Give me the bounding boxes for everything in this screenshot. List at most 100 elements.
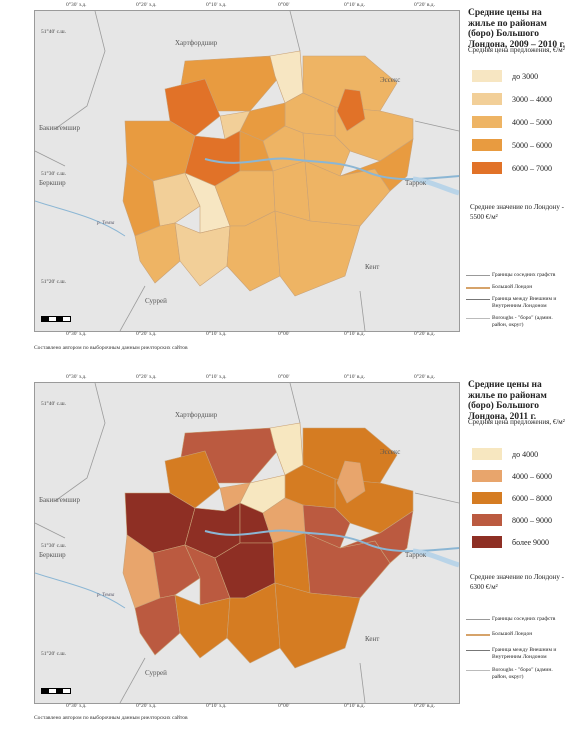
legend-subtitle: Средняя цена предложения, €/м²: [468, 418, 565, 426]
lon-label: 0°10' в.д.: [344, 331, 365, 337]
legend-line-london: [466, 634, 490, 636]
legend-boroughs: Boroughs - "боро" (админ. район, округ): [492, 667, 553, 680]
lat-label: 51°30' с.ш.: [41, 171, 66, 177]
legend-swatch: [472, 70, 502, 82]
lat-label: 51°20' с.ш.: [41, 651, 66, 657]
region-berkshire: Беркшир: [39, 551, 66, 559]
legend-swatch: [472, 116, 502, 128]
region-surrey: Суррей: [145, 669, 167, 677]
lon-label: 0°20' з.д.: [136, 331, 157, 337]
lon-label: 0°10' в.д.: [344, 2, 365, 8]
scale-bar: [41, 316, 71, 322]
legend-label: 8000 – 9000: [512, 516, 552, 525]
legend-line-neighbors: [466, 619, 490, 620]
lon-label: 0°20' з.д.: [136, 703, 157, 709]
region-kent: Кент: [365, 263, 380, 271]
lat-label: 51°20' с.ш.: [41, 279, 66, 285]
map-frame: 51°40' с.ш. 51°30' с.ш. 51°20' с.ш. Харт…: [34, 382, 460, 704]
lon-label: 0°20' в.д.: [414, 703, 435, 709]
lon-label: 0°30' з.д.: [66, 331, 87, 337]
legend-swatch: [472, 139, 502, 151]
legend-greater-london: Большой Лондон: [492, 631, 533, 637]
legend-swatch: [472, 492, 502, 504]
legend-subtitle: Средняя цена предложения, €/м²: [468, 46, 565, 54]
legend-label: 3000 – 4000: [512, 95, 552, 104]
legend-swatch: [472, 448, 502, 460]
thames-west: [35, 572, 126, 609]
legend-neighbors: Границы соседних графств: [492, 616, 556, 622]
lon-label: 0°10' в.д.: [344, 703, 365, 709]
average-value: Среднее значение по Лондону - 5500 €/м²: [470, 203, 564, 221]
legend-greater-london: Большой Лондон: [492, 284, 533, 290]
lon-label: 0°10' з.д.: [206, 374, 227, 380]
thames-river: [204, 157, 459, 181]
source-note: Составлено автором по выборочным данным …: [34, 715, 188, 721]
legend-swatch: [472, 514, 502, 526]
london-map-2009: [35, 11, 459, 331]
lon-label: 0°00': [278, 2, 290, 8]
legend-line-inner-outer: [466, 299, 490, 300]
legend-label: 5000 – 6000: [512, 141, 552, 150]
lon-label: 0°20' в.д.: [414, 331, 435, 337]
thames-west: [35, 200, 126, 237]
lat-label: 51°40' с.ш.: [41, 29, 66, 35]
county-borders: [35, 383, 459, 703]
legend-swatch: [472, 93, 502, 105]
legend-swatch: [472, 536, 502, 548]
lat-label: 51°40' с.ш.: [41, 401, 66, 407]
map-panel-2011: 51°40' с.ш. 51°30' с.ш. 51°20' с.ш. Харт…: [0, 372, 570, 730]
region-surrey: Суррей: [145, 297, 167, 305]
region-hertfordshire: Хартфордшир: [175, 39, 218, 47]
map-frame: 51°40' с.ш. 51°30' с.ш. 51°20' с.ш. Харт…: [34, 10, 460, 332]
region-thurrock: Таррок: [405, 179, 427, 187]
region-essex: Эссекс: [380, 448, 401, 456]
lon-label: 0°10' з.д.: [206, 703, 227, 709]
thames-estuary: [412, 548, 459, 568]
lon-label: 0°30' з.д.: [66, 703, 87, 709]
river-label: р. Темза: [97, 221, 115, 226]
legend-inner-outer: Граница между Внешним и Внутренним Лондо…: [492, 647, 557, 660]
scale-bar: [41, 688, 71, 694]
legend-label: до 4000: [512, 450, 539, 459]
lon-label: 0°20' з.д.: [136, 2, 157, 8]
legend-boroughs: Boroughs - "боро" (админ. район, округ): [492, 315, 553, 328]
lon-label: 0°00': [278, 374, 290, 380]
lon-label: 0°00': [278, 703, 290, 709]
map-panel-2009: 51°40' с.ш. 51°30' с.ш. 51°20' с.ш. Харт…: [0, 0, 570, 362]
legend-neighbors: Границы соседних графств: [492, 272, 556, 278]
lon-label: 0°10' з.д.: [206, 2, 227, 8]
thames-estuary: [412, 176, 459, 196]
map-title: Средние цены на жилье по районам (боро) …: [468, 380, 547, 422]
legend-line-london: [466, 287, 490, 289]
legend-line-boroughs: [466, 318, 490, 319]
lon-label: 0°30' з.д.: [66, 374, 87, 380]
lon-label: 0°10' з.д.: [206, 331, 227, 337]
average-value: Среднее значение по Лондону - 6300 €/м²: [470, 573, 564, 591]
lat-label: 51°30' с.ш.: [41, 543, 66, 549]
legend-swatch: [472, 162, 502, 174]
lon-label: 0°30' з.д.: [66, 2, 87, 8]
lon-label: 0°10' в.д.: [344, 374, 365, 380]
london-map-2011: [35, 383, 459, 703]
legend-line-neighbors: [466, 275, 490, 276]
river-label: р. Темза: [97, 593, 115, 598]
region-thurrock: Таррок: [405, 551, 427, 559]
legend-label: 4000 – 5000: [512, 118, 552, 127]
legend-swatch: [472, 470, 502, 482]
legend-inner-outer: Граница между Внешним и Внутренним Лондо…: [492, 296, 557, 309]
region-essex: Эссекс: [380, 76, 401, 84]
legend-label: до 3000: [512, 72, 539, 81]
legend-line-boroughs: [466, 670, 490, 671]
region-buckinghamshire: Бакингемшир: [39, 496, 80, 504]
map-title: Средние цены на жилье по районам (боро) …: [468, 8, 566, 50]
boroughs: [122, 422, 414, 669]
lon-label: 0°00': [278, 331, 290, 337]
legend-label: 6000 – 8000: [512, 494, 552, 503]
thames-river: [204, 529, 459, 553]
legend-label: более 9000: [512, 538, 550, 547]
county-borders: [35, 11, 459, 331]
lon-label: 0°20' в.д.: [414, 374, 435, 380]
lon-label: 0°20' в.д.: [414, 2, 435, 8]
legend-label: 6000 – 7000: [512, 164, 552, 173]
lon-label: 0°20' з.д.: [136, 374, 157, 380]
